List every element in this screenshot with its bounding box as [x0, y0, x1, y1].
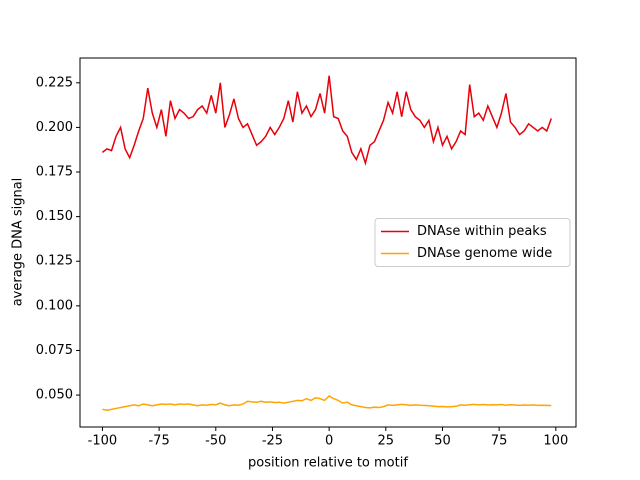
- x-tick-label: -75: [148, 434, 169, 449]
- x-tick-label: -100: [88, 434, 118, 449]
- plot-frame: [79, 57, 577, 428]
- x-tick-label: 100: [543, 434, 568, 449]
- y-tick-label: 0.075: [36, 343, 73, 358]
- y-tick-label: 0.200: [36, 120, 73, 135]
- line-series: [102, 395, 552, 411]
- x-tick-label: 50: [434, 434, 451, 449]
- y-tick-label: 0.150: [36, 209, 73, 224]
- line-series: [101, 75, 552, 166]
- y-tick-label: 0.050: [36, 388, 73, 403]
- x-tick-label: -25: [262, 434, 283, 449]
- x-axis-label: position relative to motif: [248, 456, 408, 471]
- legend-box: [374, 218, 571, 267]
- x-tick-label: 0: [325, 434, 333, 449]
- y-tick-label: 0.225: [36, 75, 73, 90]
- y-tick-label: 0.175: [36, 165, 73, 180]
- legend-label: DNAse within peaks: [417, 224, 547, 239]
- y-axis-label: average DNA signal: [11, 178, 26, 307]
- x-tick-label: -50: [205, 434, 226, 449]
- legend-label: DNAse genome wide: [417, 246, 552, 261]
- y-tick-label: 0.125: [36, 254, 73, 269]
- x-tick-label: 75: [491, 434, 508, 449]
- y-tick-label: 0.100: [36, 298, 73, 313]
- x-tick-label: 25: [378, 434, 395, 449]
